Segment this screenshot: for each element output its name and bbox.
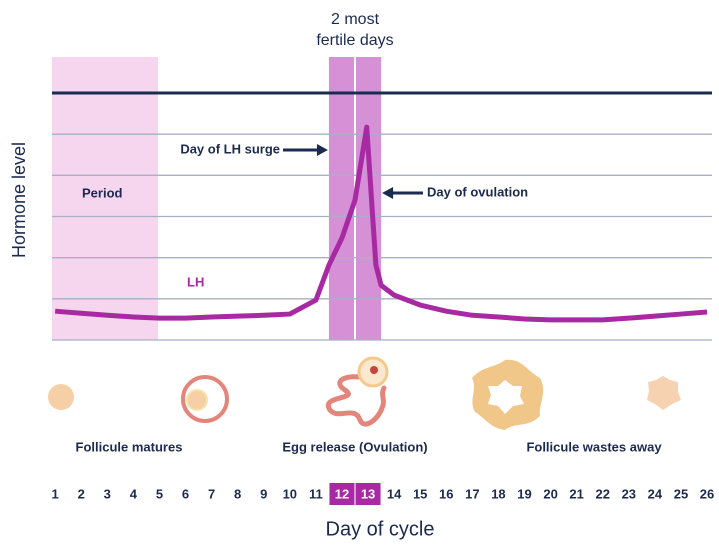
x-tick-label: 13: [361, 486, 375, 501]
x-tick-label: 5: [156, 486, 163, 501]
x-tick-label: 23: [622, 486, 636, 501]
stage-icons: [48, 358, 681, 430]
x-tick-label: 15: [413, 486, 427, 501]
x-tick-label: 12: [335, 486, 349, 501]
x-tick-label: 21: [569, 486, 583, 501]
x-tick-label: 26: [700, 486, 714, 501]
stage-label: Follicule wastes away: [526, 439, 662, 454]
x-tick-label: 18: [491, 486, 505, 501]
arrowhead: [382, 187, 393, 199]
band-label: fertile days: [316, 32, 393, 49]
arrowhead: [317, 144, 328, 156]
x-tick-label: 22: [596, 486, 610, 501]
annotation: Day of ovulation: [427, 184, 528, 199]
y-axis-label: Hormone level: [9, 142, 29, 258]
x-tick-label: 1: [52, 486, 59, 501]
x-tick-label: 14: [387, 486, 402, 501]
x-tick-label: 9: [260, 486, 267, 501]
x-tick-label: 6: [182, 486, 189, 501]
x-tick-label: 25: [674, 486, 688, 501]
x-tick-label: 24: [648, 486, 663, 501]
x-tick-label: 10: [283, 486, 297, 501]
chart: Hormone level Day of cycle Follicule mat…: [0, 0, 719, 543]
x-tick-label: 17: [465, 486, 479, 501]
stage-label: Egg release (Ovulation): [282, 439, 427, 454]
band-label: 2 most: [331, 11, 380, 28]
x-tick-label: 19: [517, 486, 531, 501]
x-tick-label: 16: [439, 486, 453, 501]
x-axis-label: Day of cycle: [326, 518, 435, 540]
band-label: Period: [82, 185, 123, 200]
annotation: Day of LH surge: [180, 141, 280, 156]
x-tick-label: 3: [104, 486, 111, 501]
series-label: LH: [187, 274, 204, 289]
x-tick-label: 11: [309, 486, 323, 501]
x-tick-label: 8: [234, 486, 241, 501]
x-tick-label: 7: [208, 486, 215, 501]
x-tick-label: 2: [78, 486, 85, 501]
x-tick-label: 20: [543, 486, 557, 501]
stage-label: Follicule matures: [76, 439, 183, 454]
x-tick-label: 4: [130, 486, 138, 501]
